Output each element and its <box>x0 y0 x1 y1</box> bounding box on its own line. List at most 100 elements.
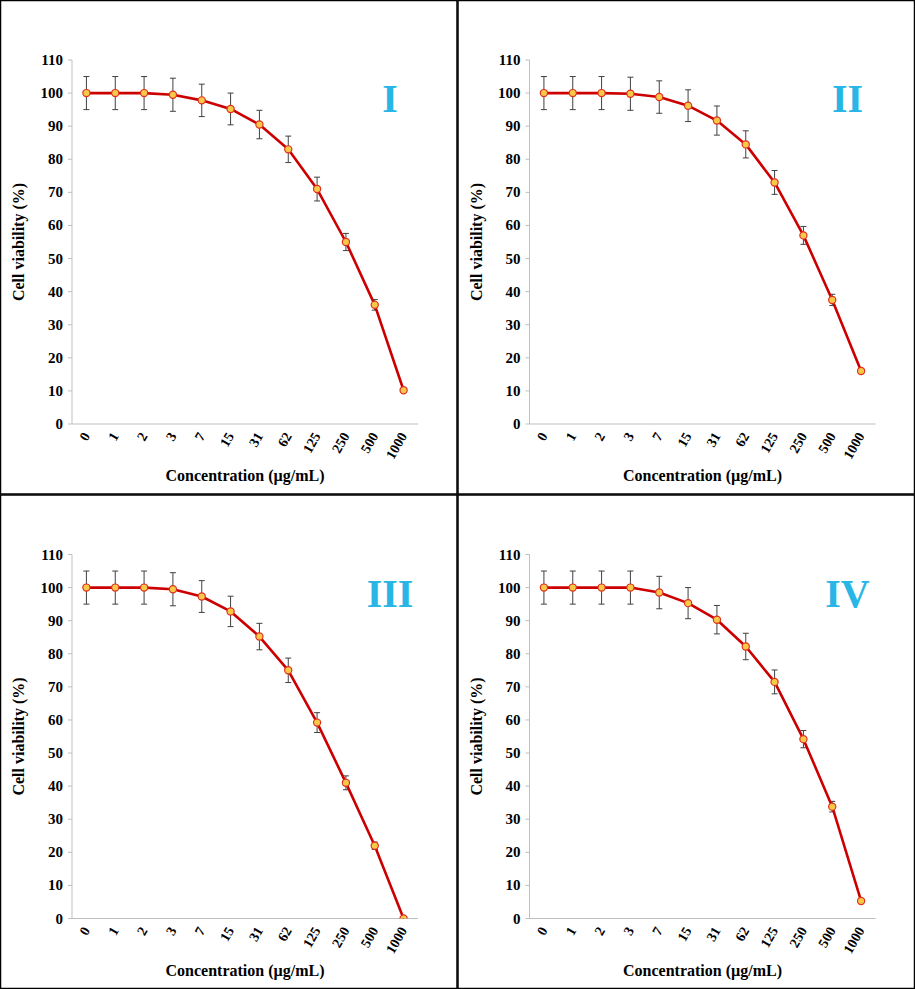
y-tick <box>526 258 530 259</box>
y-tick-label: 40 <box>48 284 63 300</box>
x-axis-title: Concentration (µg/mL) <box>623 962 782 980</box>
y-tick-label: 80 <box>48 646 63 662</box>
x-tick-label: 500 <box>815 925 838 951</box>
y-tick <box>68 126 72 127</box>
data-point <box>140 584 147 591</box>
data-point <box>656 589 663 596</box>
error-bar <box>570 77 576 110</box>
data-point <box>198 97 205 104</box>
series-line <box>544 93 861 371</box>
error-bar <box>83 77 89 110</box>
y-tick-label: 50 <box>506 745 521 761</box>
x-tick-label: 31 <box>246 430 266 450</box>
y-tick-label: 100 <box>41 580 64 596</box>
data-point <box>627 90 634 97</box>
panel-label: IV <box>825 571 870 616</box>
y-tick <box>68 291 72 292</box>
panel: 0102030405060708090100110012371531621252… <box>1 1 458 495</box>
data-point <box>800 736 807 743</box>
panel-label: II <box>832 76 863 121</box>
y-axis-title: Cell viability (%) <box>10 183 28 301</box>
x-tick-label: 7 <box>192 925 208 939</box>
error-bar <box>599 77 605 110</box>
data-point <box>540 584 547 591</box>
y-tick <box>526 620 530 621</box>
y-tick <box>526 786 530 787</box>
y-tick-label: 60 <box>48 217 63 233</box>
y-tick-label: 70 <box>48 184 63 200</box>
y-tick <box>68 620 72 621</box>
y-tick-label: 110 <box>41 547 63 563</box>
error-bar <box>170 78 176 111</box>
y-tick <box>526 390 530 391</box>
data-point <box>569 89 576 96</box>
error-bar <box>314 177 320 201</box>
data-point <box>256 633 263 640</box>
error-bar <box>141 571 147 604</box>
x-tick-label: 62 <box>275 430 295 450</box>
y-tick-label: 100 <box>498 85 521 101</box>
data-point <box>140 89 147 96</box>
y-tick <box>68 653 72 654</box>
x-tick-label: 31 <box>246 925 266 945</box>
data-point <box>198 593 205 600</box>
x-tick-label: 3 <box>621 430 637 444</box>
error-bar <box>83 571 89 604</box>
x-axis-title: Concentration (µg/mL) <box>623 467 782 485</box>
panel-label: III <box>367 571 414 616</box>
x-axis <box>72 918 418 919</box>
x-tick-label: 500 <box>358 430 381 456</box>
y-tick <box>526 753 530 754</box>
x-axis <box>530 918 876 919</box>
y-tick-label: 40 <box>48 778 63 794</box>
figure: 0102030405060708090100110012371531621252… <box>0 0 915 989</box>
y-tick-label: 90 <box>48 118 63 134</box>
panel-frame <box>1 1 458 495</box>
x-tick-label: 0 <box>77 430 93 444</box>
data-point <box>227 105 234 112</box>
y-tick <box>68 554 72 555</box>
panel-frame <box>458 1 915 495</box>
x-tick-label: 125 <box>758 925 781 951</box>
error-bar <box>772 171 778 195</box>
y-tick-label: 20 <box>48 350 63 366</box>
panel: 0102030405060708090100110012371531621252… <box>458 1 915 495</box>
y-tick-label: 60 <box>48 712 63 728</box>
y-tick-label: 10 <box>48 877 63 893</box>
series-line <box>86 93 403 390</box>
x-tick-label: 7 <box>192 430 208 444</box>
y-tick-label: 0 <box>56 416 64 432</box>
error-bar <box>685 588 691 619</box>
y-tick-label: 20 <box>506 350 521 366</box>
y-tick <box>526 719 530 720</box>
y-tick-label: 0 <box>56 911 64 927</box>
plot-area <box>83 77 407 394</box>
data-point <box>713 117 720 124</box>
data-point <box>771 678 778 685</box>
data-point <box>112 584 119 591</box>
data-point <box>857 897 864 904</box>
y-tick <box>68 852 72 853</box>
y-tick <box>68 719 72 720</box>
data-point <box>627 584 634 591</box>
x-tick-label: 62 <box>732 430 752 450</box>
x-tick-label: 1000 <box>383 925 410 957</box>
y-tick-label: 60 <box>506 712 521 728</box>
x-tick-label: 250 <box>787 430 810 456</box>
y-tick-label: 80 <box>48 151 63 167</box>
x-tick-label: 7 <box>649 430 665 444</box>
x-tick-label: 7 <box>649 925 665 939</box>
y-axis <box>529 60 530 424</box>
y-tick <box>526 653 530 654</box>
x-tick-label: 500 <box>358 925 381 951</box>
y-tick-label: 80 <box>506 151 521 167</box>
y-tick <box>526 885 530 886</box>
panel-frame <box>458 495 915 989</box>
y-tick-label: 100 <box>41 85 64 101</box>
x-tick-label: 1000 <box>841 430 868 462</box>
y-tick-label: 70 <box>48 679 63 695</box>
x-tick-label: 62 <box>732 925 752 945</box>
error-bar <box>743 633 749 659</box>
y-tick <box>68 390 72 391</box>
error-bar <box>199 84 205 116</box>
